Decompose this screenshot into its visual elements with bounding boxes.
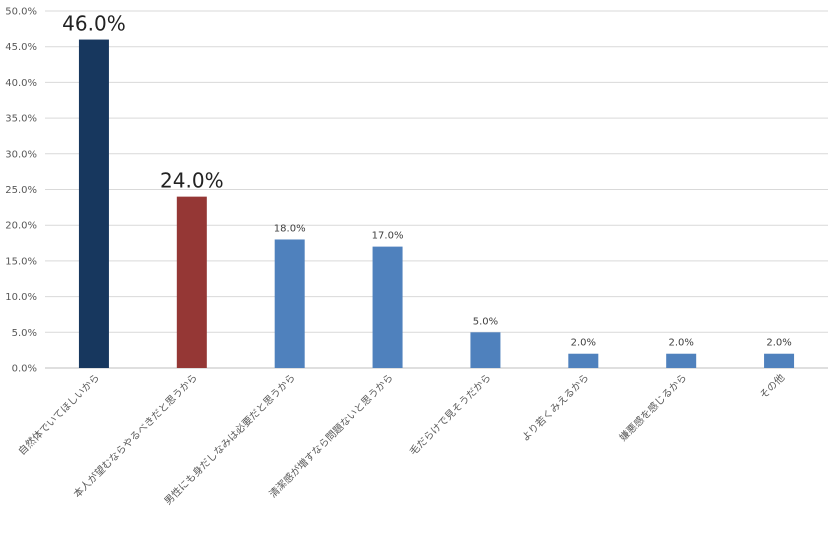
x-tick-label: 自然体でいてほしいから: [15, 371, 102, 458]
bar: [666, 353, 697, 368]
y-tick-label: 40.0%: [5, 78, 37, 89]
bar: [568, 353, 599, 368]
x-tick-label: 嫌悪感を感じるから: [616, 371, 689, 444]
y-tick-label: 0.0%: [12, 364, 37, 375]
data-label: 2.0%: [668, 338, 693, 349]
x-tick-label: その他: [757, 371, 787, 401]
data-label: 24.0%: [160, 169, 224, 193]
y-tick-label: 5.0%: [12, 328, 37, 339]
bar: [274, 239, 305, 368]
bar: [372, 246, 403, 368]
bar: [764, 353, 795, 368]
y-tick-label: 15.0%: [5, 256, 37, 267]
data-label: 46.0%: [62, 12, 126, 36]
y-tick-label: 20.0%: [5, 221, 37, 232]
data-label: 5.0%: [473, 316, 498, 327]
data-label: 18.0%: [274, 223, 306, 234]
x-tick-label: 毛だらけで見そうだから: [407, 372, 493, 458]
bars: [78, 39, 795, 369]
data-labels: 46.0% 24.0% 18.0% 17.0% 5.0% 2.0% 2.0% 2.0%: [62, 12, 792, 349]
data-label: 17.0%: [372, 231, 404, 242]
y-tick-label: 10.0%: [5, 292, 37, 303]
y-tick-label: 45.0%: [5, 42, 37, 53]
bar: [78, 39, 109, 369]
data-label: 2.0%: [571, 338, 596, 349]
y-tick-label: 30.0%: [5, 149, 37, 160]
x-axis-categories: 自然体でいてほしいから本人が望むならやるべきだと思うから男性にも身だしなみは必要…: [15, 371, 787, 507]
bar: [176, 196, 207, 368]
y-tick-label: 25.0%: [5, 185, 37, 196]
y-tick-label: 50.0%: [5, 7, 37, 18]
y-tick-label: 35.0%: [5, 114, 37, 125]
gridlines: [45, 10, 828, 369]
x-tick-label: より若くみえるから: [519, 371, 592, 444]
data-label: 2.0%: [766, 338, 791, 349]
bar: [470, 332, 501, 368]
y-axis-ticks: 0.0% 5.0% 10.0% 15.0% 20.0% 25.0% 30.0% 35.0% 40…: [5, 7, 37, 375]
